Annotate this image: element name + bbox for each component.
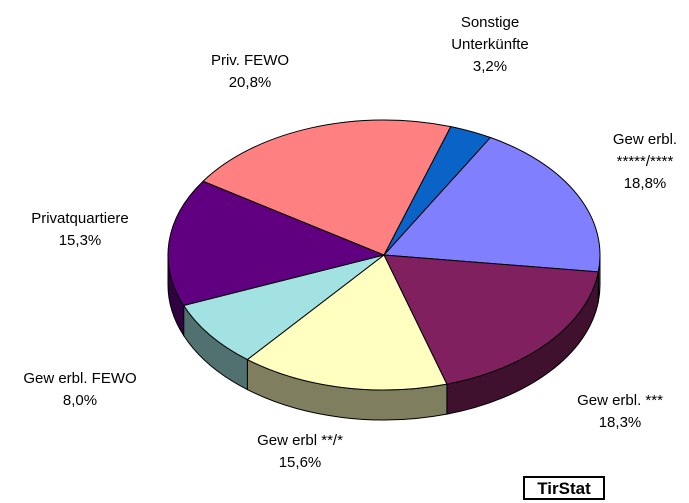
slice	[202, 119, 452, 256]
slice-label: Sonstige Unterkünfte 3,2%	[440, 12, 540, 78]
category-label: Gew erbl. FEWO	[23, 370, 137, 387]
slice-label: Gew erbl. *** 18,3%	[555, 390, 685, 434]
slice	[383, 254, 599, 385]
value-label: 3,2%	[472, 58, 508, 75]
category-label: Sonstige Unterkünfte	[451, 14, 529, 53]
value-label: 15,6%	[278, 454, 322, 471]
slice-label: Gew erbl. FEWO 8,0%	[0, 368, 160, 412]
category-label: Privatquartiere	[31, 210, 129, 227]
value-label: 20,8%	[228, 74, 272, 91]
slice-label: Privatquartiere 15,3%	[0, 208, 160, 252]
value-label: 8,0%	[62, 392, 98, 409]
slice	[167, 180, 386, 307]
slice-label: Gew erbl **/* 15,6%	[235, 430, 365, 474]
slice	[246, 254, 448, 391]
value-label: 18,3%	[598, 414, 642, 431]
category-label: Gew erbl. *****/****	[612, 131, 678, 170]
slice	[182, 254, 385, 361]
slice-label: Gew erbl. *****/**** 18,8%	[595, 129, 689, 195]
source-label: TirStat	[523, 476, 605, 500]
slice-label: Priv. FEWO 20,8%	[185, 50, 315, 94]
category-label: Gew erbl. ***	[577, 392, 663, 409]
slice	[382, 136, 601, 273]
category-label: Gew erbl **/*	[257, 432, 343, 449]
value-label: 15,3%	[58, 232, 102, 249]
value-label: 18,8%	[623, 175, 667, 192]
category-label: Priv. FEWO	[210, 52, 290, 69]
